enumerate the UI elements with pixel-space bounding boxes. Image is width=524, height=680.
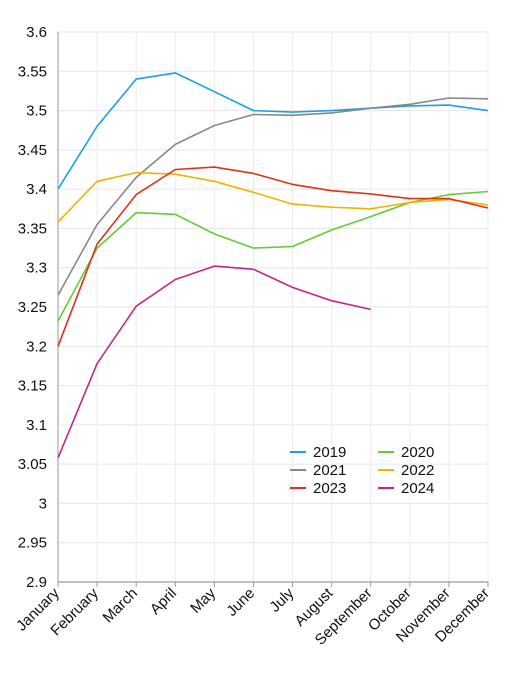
legend-item-2024: 2024 (378, 480, 434, 497)
series-line-2021 (57, 97, 489, 296)
legend-item-2019: 2019 (290, 444, 346, 461)
series-line-2023 (57, 166, 489, 347)
y-tick-label: 3.4 (26, 181, 47, 198)
y-tick-label: 3.2 (26, 338, 47, 355)
y-tick-label: 3.35 (18, 220, 47, 237)
legend-item-2022: 2022 (378, 462, 434, 479)
y-tick-label: 3 (39, 495, 47, 512)
axes (57, 32, 488, 583)
series-line-2024 (57, 265, 371, 459)
legend-label: 2021 (313, 462, 346, 479)
x-tick-label: July (266, 584, 297, 615)
y-tick-label: 3.55 (18, 63, 47, 80)
x-tick-label: March (100, 585, 141, 626)
legend-item-2021: 2021 (290, 462, 346, 479)
y-tick-label: 3.3 (26, 260, 47, 277)
y-axis-ticks: 2.9 2.95 3 3.05 3.1 3.15 3.2 3.25 3.3 3.35 3.4 3.45… (18, 24, 47, 591)
legend-label: 2023 (313, 480, 346, 497)
legend-label: 2022 (401, 462, 434, 479)
series-line-2022 (57, 171, 489, 223)
legend-label: 2019 (313, 444, 346, 461)
x-tick-label: June (223, 585, 258, 620)
y-tick-label: 3.5 (26, 103, 47, 120)
legend-label: 2020 (401, 444, 434, 461)
legend: 2019 2020 2021 2022 2023 2024 (290, 444, 434, 497)
legend-item-2020: 2020 (378, 444, 434, 461)
x-tick-label: May (187, 584, 219, 616)
y-tick-label: 3.25 (18, 299, 47, 316)
y-tick-label: 2.95 (18, 535, 47, 552)
y-tick-label: 3.45 (18, 142, 47, 159)
y-tick-label: 3.1 (26, 417, 47, 434)
series-lines (57, 72, 489, 459)
y-tick-label: 3.05 (18, 456, 47, 473)
y-tick-label: 3.6 (26, 24, 47, 41)
y-tick-label: 3.15 (18, 378, 47, 395)
legend-item-2023: 2023 (290, 480, 346, 497)
x-tick-label: April (147, 585, 180, 618)
legend-label: 2024 (401, 480, 434, 497)
series-line-2019 (57, 72, 489, 190)
y-tick-label: 2.9 (26, 574, 47, 591)
